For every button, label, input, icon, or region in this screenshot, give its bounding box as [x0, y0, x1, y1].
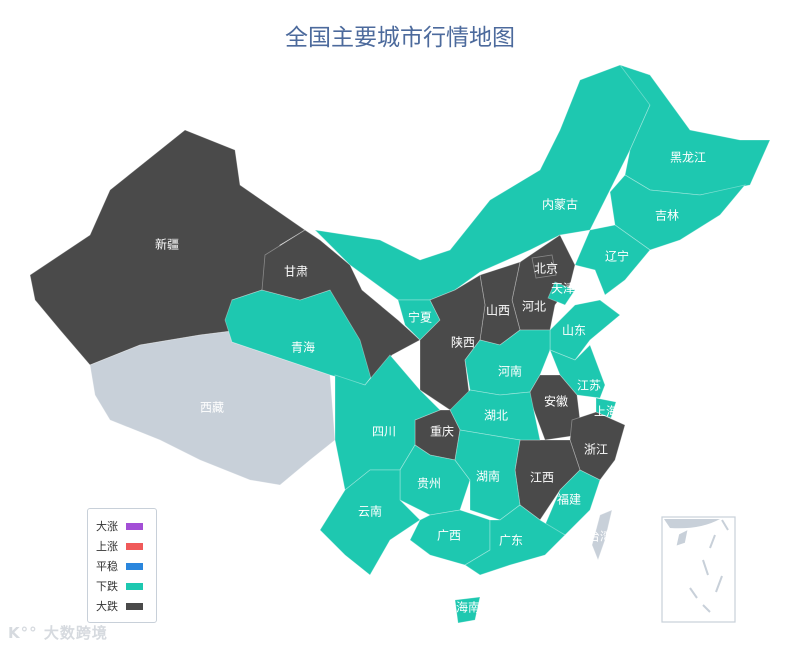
region-label: 山西 — [486, 304, 510, 318]
region-label: 上海 — [594, 404, 618, 419]
region-label: 辽宁 — [605, 249, 629, 264]
region-label: 北京 — [534, 262, 558, 276]
region-label: 海南 — [456, 600, 480, 615]
region-label: 广东 — [499, 534, 523, 548]
region-北京[interactable] — [531, 254, 557, 279]
region-label: 河北 — [522, 300, 546, 314]
region-label: 广西 — [437, 529, 461, 543]
legend-label: 平稳 — [96, 560, 118, 573]
region-label: 福建 — [557, 492, 581, 507]
region-label: 贵州 — [417, 477, 441, 491]
region-吉林[interactable] — [609, 174, 747, 251]
region-云南[interactable] — [319, 469, 421, 576]
region-label: 台湾 — [588, 529, 612, 544]
legend-label: 大涨 — [96, 520, 118, 533]
region-河北[interactable] — [511, 234, 576, 331]
region-天津[interactable] — [547, 281, 576, 306]
region-四川[interactable] — [334, 354, 441, 491]
legend-item[interactable]: 上涨 — [96, 538, 143, 554]
region-label: 山东 — [562, 324, 586, 338]
legend-item[interactable]: 大涨 — [96, 518, 143, 534]
legend-item[interactable]: 大跌 — [96, 598, 143, 614]
region-辽宁[interactable] — [574, 224, 651, 296]
legend-swatch — [126, 602, 143, 610]
legend-swatch — [126, 582, 143, 590]
region-label: 甘肃 — [284, 265, 308, 279]
legend: 大涨上涨平稳下跌大跌 — [87, 508, 157, 623]
region-label: 河南 — [498, 364, 522, 379]
region-label: 新疆 — [155, 237, 179, 252]
legend-item[interactable]: 平稳 — [96, 558, 143, 574]
region-西藏[interactable] — [89, 329, 336, 486]
region-label: 江西 — [530, 471, 554, 485]
region-海南[interactable] — [454, 596, 481, 624]
region-label: 内蒙古 — [542, 197, 578, 212]
legend-item[interactable]: 下跌 — [96, 578, 143, 594]
region-label: 黑龙江 — [670, 151, 706, 165]
region-甘肃[interactable] — [261, 229, 421, 383]
legend-swatch — [126, 562, 143, 570]
region-湖北[interactable] — [449, 389, 541, 441]
south-china-sea-inset — [661, 516, 736, 623]
region-label: 重庆 — [430, 425, 454, 439]
legend-label: 大跌 — [96, 600, 118, 613]
region-广东[interactable] — [464, 504, 566, 576]
map-title: 全国主要城市行情地图 — [285, 25, 515, 51]
region-label: 青海 — [291, 340, 315, 355]
region-label: 云南 — [358, 504, 382, 519]
region-label: 吉林 — [655, 209, 679, 223]
region-label: 浙江 — [584, 443, 608, 457]
legend-label: 上涨 — [96, 540, 118, 553]
region-label: 四川 — [372, 425, 396, 439]
region-上海[interactable] — [595, 397, 617, 419]
watermark-text: 大数跨境 — [43, 624, 108, 642]
region-陕西[interactable] — [419, 274, 486, 411]
legend-swatch — [126, 542, 143, 550]
region-山东[interactable] — [549, 299, 621, 361]
region-label: 江苏 — [577, 379, 601, 393]
region-label: 安徽 — [544, 394, 568, 409]
legend-label: 下跌 — [96, 580, 118, 593]
region-label: 宁夏 — [408, 310, 432, 325]
region-台湾[interactable] — [591, 509, 613, 562]
region-label: 陕西 — [451, 335, 475, 350]
inset-islands — [676, 519, 729, 613]
region-黑龙江[interactable] — [618, 64, 771, 196]
region-label: 天津 — [551, 282, 575, 296]
region-label: 湖南 — [476, 469, 500, 484]
region-label: 湖北 — [484, 408, 508, 423]
watermark-logo: K°° 大数跨境 — [8, 624, 108, 642]
region-label: 西藏 — [200, 401, 224, 415]
inset-land — [664, 519, 720, 529]
legend-swatch — [126, 522, 143, 530]
region-浙江[interactable] — [569, 411, 626, 481]
